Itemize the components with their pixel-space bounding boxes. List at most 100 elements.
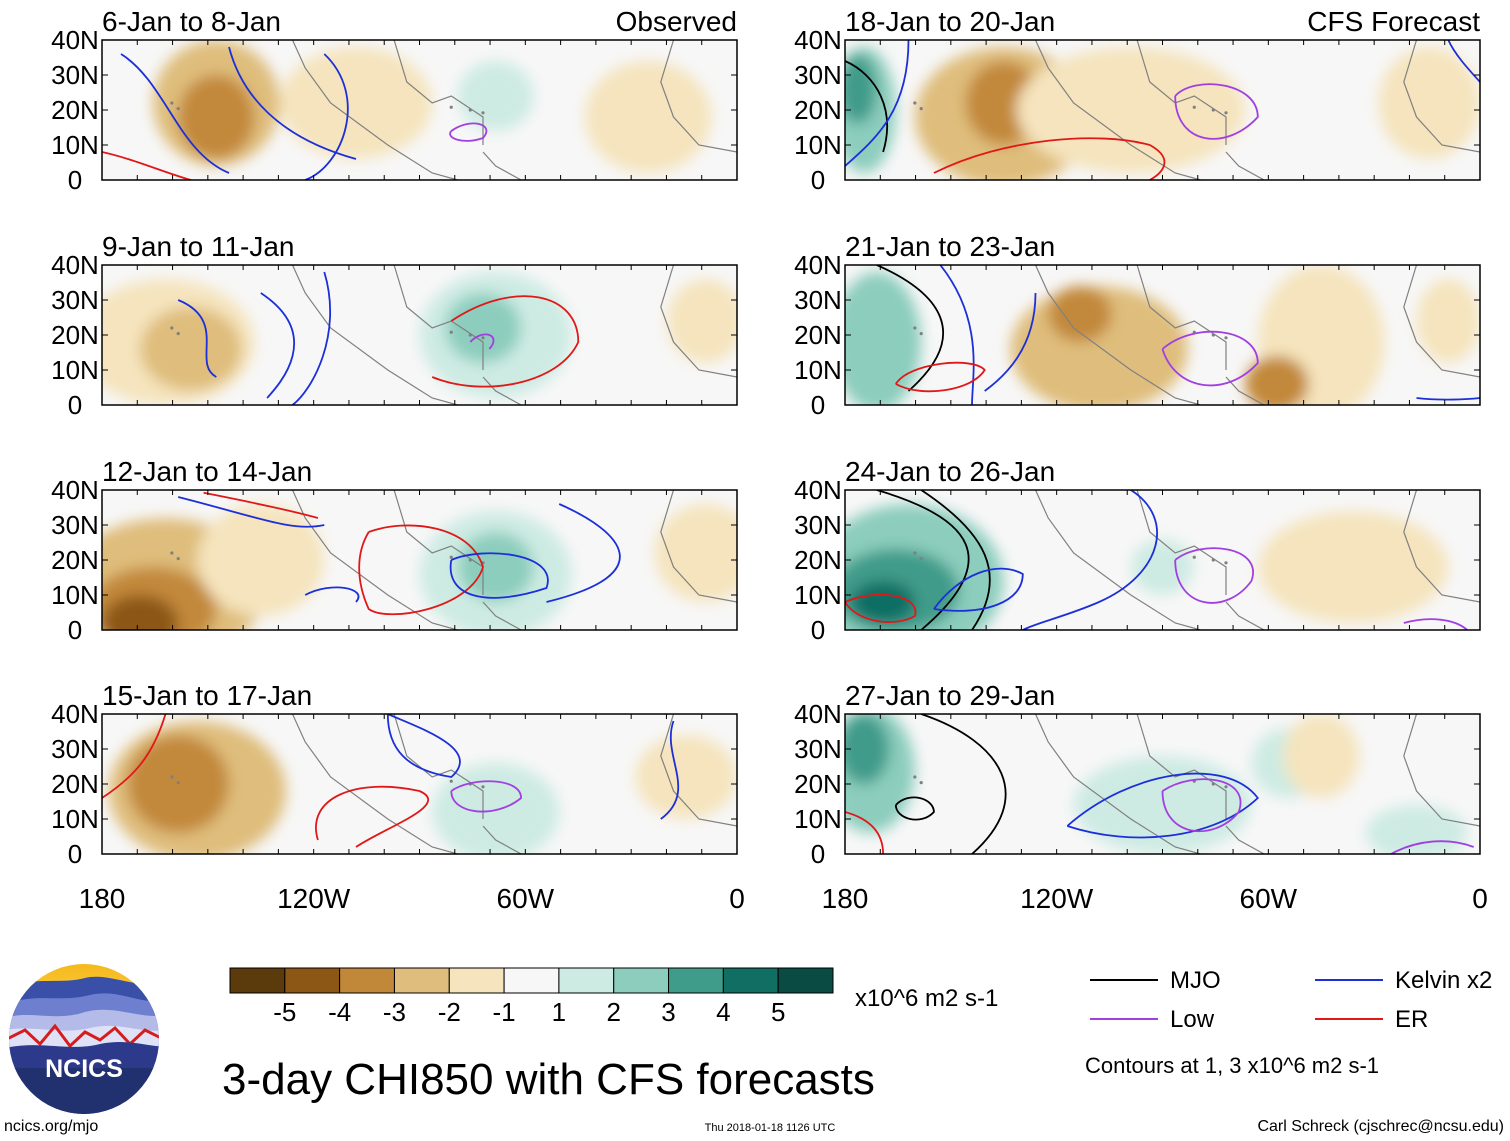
map-panel: 40N 30N 20N 10N 0 27-Jan to 29-Jan 180 120W 60W 0 — [794, 680, 1488, 914]
contour-line — [102, 151, 192, 180]
anomaly-shade — [444, 293, 522, 363]
coastline — [291, 714, 737, 854]
colorbar-tick-label: 4 — [716, 997, 730, 1027]
contour-line — [203, 491, 319, 519]
contour-line — [450, 780, 523, 813]
colorbar-swatch — [448, 967, 505, 994]
anomaly-shade — [845, 54, 877, 124]
lon-tick-label: 0 — [729, 883, 745, 914]
island — [176, 332, 180, 336]
colorbar-tick-label: 2 — [606, 997, 620, 1027]
map-panel: 40N 30N 20N 10N 0 9-Jan to 11-Jan — [51, 231, 738, 420]
contour-line — [304, 586, 360, 603]
colorbar-swatch — [229, 967, 286, 994]
anomaly-shade — [1245, 356, 1309, 405]
anomaly-shade — [140, 307, 242, 391]
anomaly-shade — [654, 504, 737, 602]
contour-line — [660, 720, 680, 820]
anomaly-shade — [1073, 756, 1252, 854]
lat-tick-label: 30N — [794, 285, 842, 315]
contour-line — [984, 292, 1037, 392]
island — [170, 551, 174, 555]
lat-tick-label: 20N — [794, 320, 842, 350]
contour-line — [1447, 40, 1480, 83]
island — [919, 557, 923, 561]
lat-tick-label: 30N — [51, 285, 99, 315]
lat-tick-label: 0 — [68, 165, 82, 195]
lat-tick-label: 10N — [794, 804, 842, 834]
lon-tick-label: 120W — [277, 883, 351, 914]
map-panel: 40N 30N 20N 10N 0 24-Jan to 26-Jan — [794, 456, 1481, 645]
island — [170, 775, 174, 779]
colorbar-tick-label: -2 — [438, 997, 461, 1027]
contour-line — [449, 552, 549, 599]
lat-tick-label: 0 — [811, 390, 825, 420]
island — [1211, 558, 1215, 562]
island — [481, 785, 485, 789]
colorbar-swatch — [668, 967, 724, 994]
lat-tick-label: 0 — [68, 615, 82, 645]
map-panel: 40N 30N 20N 10N 0 12-Jan to 14-Jan — [51, 456, 738, 645]
lat-tick-label: 10N — [794, 580, 842, 610]
colorbar-swatch — [613, 967, 670, 994]
island — [176, 781, 180, 785]
coastline — [1034, 265, 1480, 405]
lat-tick-label: 30N — [794, 60, 842, 90]
contour-line — [1403, 618, 1468, 630]
ncics-logo-text: NCICS — [45, 1055, 123, 1083]
panel-period-title: 9-Jan to 11-Jan — [102, 231, 295, 262]
anomaly-shade — [1283, 714, 1360, 798]
lat-tick-label: 10N — [51, 804, 99, 834]
colorbar-tick-label: 3 — [661, 997, 675, 1027]
colorbar-tick-label: -1 — [493, 997, 516, 1027]
lat-tick-label: 30N — [794, 510, 842, 540]
anomaly-shade — [845, 714, 890, 784]
panel-period-title: 6-Jan to 8-Jan — [102, 6, 281, 37]
contour-line — [845, 811, 884, 854]
legend-label: MJO — [1170, 967, 1221, 994]
contour-line — [260, 292, 295, 399]
legend-label: Low — [1170, 1006, 1215, 1033]
island — [1224, 336, 1228, 340]
contour-line — [431, 295, 580, 388]
island — [913, 551, 917, 555]
island — [1211, 108, 1215, 112]
island — [468, 333, 472, 337]
anomaly-shade — [584, 61, 712, 173]
lat-tick-label: 20N — [51, 769, 99, 799]
map-panel: 40N 30N 20N 10N 0 15-Jan to 17-Jan 180 120W 60W 0 — [51, 680, 745, 914]
island — [449, 779, 453, 783]
contour-line — [895, 361, 986, 393]
footer-site: ncics.org/mjo — [4, 1118, 98, 1135]
island — [1211, 782, 1215, 786]
island — [1224, 785, 1228, 789]
contour-line — [315, 785, 429, 848]
coastline — [1034, 490, 1480, 630]
contour-line — [228, 46, 357, 160]
island — [176, 557, 180, 561]
colorbar: -5 -4 -3 -2 -1 1 2 3 4 5 x10^6 m2 s-1 — [229, 967, 998, 1027]
anomaly-shade — [178, 75, 255, 159]
lon-tick-label: 180 — [822, 883, 869, 914]
lat-tick-label: 30N — [794, 734, 842, 764]
coastline — [1034, 40, 1480, 180]
anomaly-shade — [1016, 47, 1246, 173]
anomaly-shade — [635, 735, 737, 819]
island — [481, 111, 485, 115]
contour-line — [933, 137, 1166, 180]
contour-line — [358, 524, 484, 616]
island — [919, 107, 923, 111]
map-panel: 40N 30N 20N 10N 0 18-Jan to 20-Jan CFS Forecas… — [794, 6, 1481, 195]
panel-period-title: 18-Jan to 20-Jan — [845, 6, 1055, 37]
contour-line — [102, 714, 167, 799]
colorbar-swatch — [503, 967, 560, 994]
contour-line — [120, 53, 230, 174]
island — [468, 558, 472, 562]
island — [919, 332, 923, 336]
contour-line — [177, 496, 325, 528]
colorbar-tick-label: 5 — [771, 997, 785, 1027]
lat-tick-label: 20N — [51, 95, 99, 125]
anomaly-shade — [1257, 511, 1449, 623]
island — [1192, 105, 1196, 109]
